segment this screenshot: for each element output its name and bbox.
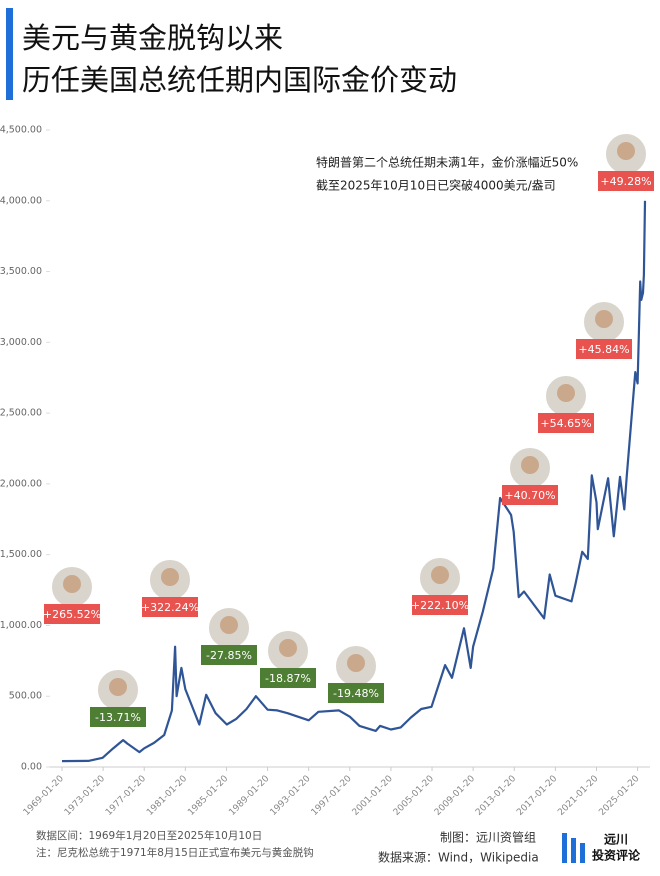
change-label: +49.28%: [600, 175, 651, 188]
portrait-face: [521, 456, 539, 474]
y-tick-label: 3,000.00: [0, 337, 42, 348]
price-line: [61, 200, 647, 763]
annotation: 特朗普第二个总统任期未满1年，金价涨幅近50%: [316, 155, 578, 170]
change-label: +54.65%: [540, 417, 591, 430]
chart-title: 美元与黄金脱钩以来: [22, 21, 283, 55]
x-tick-label: 1985-01-20: [186, 774, 230, 818]
portrait-face: [109, 678, 127, 696]
change-label: -19.48%: [333, 687, 379, 700]
y-tick-label: 500.00: [9, 691, 42, 702]
x-tick-label: 1989-01-20: [227, 774, 271, 818]
change-label: -18.87%: [265, 672, 311, 685]
footer-source: 数据来源：Wind，Wikipedia: [378, 850, 539, 865]
change-box: [538, 413, 594, 433]
x-tick-label: 2001-01-20: [351, 774, 395, 818]
portrait-face: [431, 566, 449, 584]
footer-maker: 制图：远川资管组: [440, 830, 536, 845]
change-box: [201, 645, 257, 665]
footer-note: 注：尼克松总统于1971年8月15日正式宣布美元与黄金脱钩: [36, 846, 314, 859]
change-box: [412, 595, 468, 615]
annotation: 截至2025年10月10日已突破4000美元/盎司: [316, 178, 556, 193]
change-box: [260, 668, 316, 688]
portrait-face: [557, 384, 575, 402]
logo-text: 远川: [604, 833, 628, 847]
change-box: [598, 171, 654, 191]
footer-range: 数据区间：1969年1月20日至2025年10月10日: [36, 829, 262, 842]
portrait-face: [279, 639, 297, 657]
change-label: -13.71%: [95, 711, 141, 724]
change-label: +322.24%: [141, 601, 199, 614]
x-tick-label: 1977-01-20: [104, 774, 148, 818]
x-tick-label: 2013-01-20: [474, 774, 518, 818]
change-label: +40.70%: [504, 489, 555, 502]
change-box: [142, 597, 198, 617]
y-tick-label: 0.00: [21, 762, 42, 773]
x-tick-label: 1981-01-20: [145, 774, 189, 818]
y-tick-label: 3,500.00: [0, 266, 42, 277]
y-tick-label: 2,000.00: [0, 478, 42, 489]
chart-title: 历任美国总统任期内国际金价变动: [22, 63, 457, 97]
logo-mark: [571, 838, 576, 863]
portrait-face: [617, 142, 635, 160]
y-tick-label: 1,000.00: [0, 620, 42, 631]
logo-text: 投资评论: [592, 848, 641, 863]
change-box: [576, 339, 632, 359]
x-tick-label: 1993-01-20: [269, 774, 313, 818]
x-tick-label: 2009-01-20: [433, 774, 477, 818]
change-label: -27.85%: [206, 649, 252, 662]
title-accent: [6, 8, 13, 100]
portrait-face: [220, 616, 238, 634]
y-tick-label: 2,500.00: [0, 408, 42, 419]
portrait-face: [161, 568, 179, 586]
portrait-face: [595, 310, 613, 328]
change-label: +222.10%: [411, 599, 469, 612]
y-tick-label: 1,500.00: [0, 549, 42, 560]
y-tick-label: 4,500.00: [0, 125, 42, 136]
logo-mark: [562, 833, 567, 863]
x-tick-label: 1969-01-20: [22, 774, 66, 818]
logo-mark: [580, 843, 585, 863]
x-tick-label: 2025-01-20: [597, 774, 641, 818]
x-tick-label: 1973-01-20: [63, 774, 107, 818]
y-tick-label: 4,000.00: [0, 195, 42, 206]
change-box: [328, 683, 384, 703]
x-tick-label: 2021-01-20: [556, 774, 600, 818]
change-box: [502, 485, 558, 505]
change-box: [44, 604, 100, 624]
change-box: [90, 707, 146, 727]
change-label: +265.52%: [43, 608, 101, 621]
x-tick-label: 2017-01-20: [515, 774, 559, 818]
x-tick-label: 1997-01-20: [310, 774, 354, 818]
change-label: +45.84%: [578, 343, 629, 356]
portrait-face: [63, 575, 81, 593]
x-tick-label: 2005-01-20: [392, 774, 436, 818]
portrait-face: [347, 654, 365, 672]
